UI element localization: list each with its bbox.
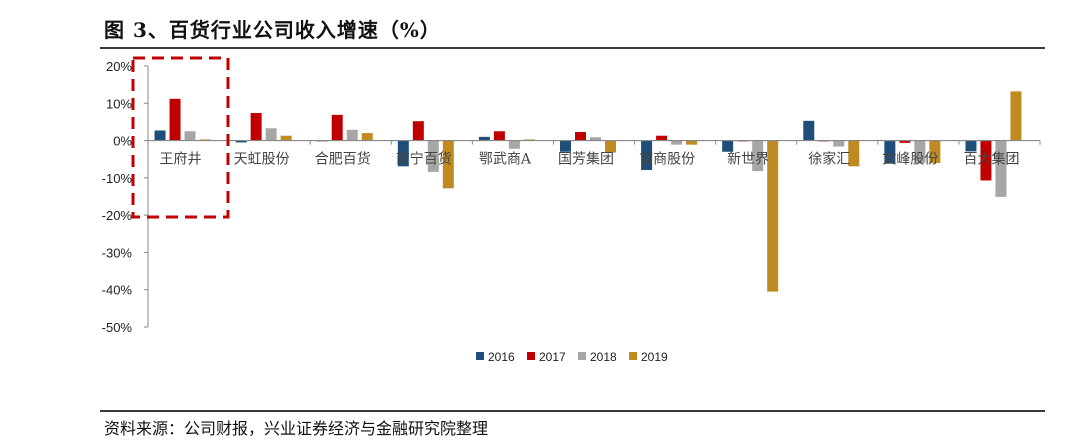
y-tick-label: 10%: [106, 96, 132, 111]
y-tick-label: -20%: [102, 208, 133, 223]
category-label: 文峰股份: [882, 152, 938, 168]
bar-2019-新世界: [767, 140, 779, 292]
bar-2016-百大集团: [965, 140, 977, 152]
legend-label: 2018: [590, 350, 617, 364]
bar-2018-新世界: [752, 140, 764, 172]
bar-2016-王府井: [154, 130, 166, 141]
legend-label: 2016: [488, 350, 515, 364]
bar-2017-首商股份: [656, 135, 668, 141]
y-tick-label: 0%: [113, 134, 132, 149]
bar-2019-首商股份: [686, 140, 698, 145]
source-rule: [100, 410, 1045, 412]
y-tick-label: 20%: [106, 59, 132, 74]
bar-2016-徐家汇: [803, 120, 815, 141]
bar-2019-国芳集团: [605, 140, 616, 153]
bar-2016-鄂武商A: [478, 136, 490, 141]
legend-swatch-2019: [629, 352, 637, 360]
bar-2018-南宁百货: [427, 140, 439, 172]
category-label: 合肥百货: [315, 151, 371, 168]
bar-2018-天虹股份: [265, 128, 277, 141]
bar-2018-文峰股份: [914, 140, 926, 163]
category-label: 徐家汇: [808, 151, 850, 168]
bar-2018-百大集团: [995, 140, 1007, 197]
bar-2018-国芳集团: [590, 137, 601, 141]
bar-2018-王府井: [184, 131, 196, 141]
y-tick-label: -30%: [102, 245, 133, 260]
legend-swatch-2018: [578, 352, 586, 360]
bar-2017-王府井: [169, 98, 181, 141]
highlight-box: [131, 56, 230, 219]
bar-2019-南宁百货: [442, 140, 454, 189]
legend-label: 2019: [641, 350, 668, 364]
bar-2016-天虹股份: [235, 140, 247, 143]
bar-2017-文峰股份: [899, 140, 911, 143]
bar-2017-国芳集团: [575, 131, 586, 141]
bar-2017-南宁百货: [412, 121, 424, 141]
category-label: 首商股份: [639, 152, 695, 168]
bar-2017-合肥百货: [331, 114, 343, 141]
bar-2018-合肥百货: [346, 129, 358, 141]
bar-2018-徐家汇: [833, 140, 845, 147]
bar-2019-合肥百货: [361, 133, 373, 141]
bar-2018-首商股份: [671, 140, 683, 145]
bar-2017-天虹股份: [250, 112, 262, 141]
title-rule: [100, 47, 1045, 49]
bar-2016-文峰股份: [884, 140, 896, 164]
y-tick-label: -50%: [102, 320, 133, 335]
bar-2017-鄂武商A: [493, 131, 505, 141]
bar-2016-首商股份: [641, 140, 653, 171]
y-tick-label: -40%: [102, 283, 133, 298]
figure-title: 图 3、百货行业公司收入增速（%）: [104, 18, 441, 42]
legend-swatch-2017: [527, 352, 535, 360]
category-label: 百大集团: [963, 151, 1019, 168]
bar-2019-文峰股份: [929, 140, 941, 163]
bar-2018-鄂武商A: [508, 140, 520, 149]
bar-2017-百大集团: [980, 140, 992, 181]
bar-2019-天虹股份: [280, 135, 292, 141]
legend-label: 2017: [539, 350, 566, 364]
category-label: 天虹股份: [234, 152, 290, 168]
category-label: 新世界: [727, 152, 769, 168]
source-note: 资料来源：公司财报，兴业证券经济与金融研究院整理: [104, 419, 489, 438]
bar-2019-徐家汇: [848, 140, 860, 167]
bar-2016-新世界: [722, 140, 734, 152]
bar-2016-南宁百货: [397, 140, 409, 167]
category-label: 南宁百货: [396, 151, 452, 168]
bar-2016-国芳集团: [560, 140, 571, 152]
y-tick-label: -10%: [102, 171, 133, 186]
legend-swatch-2016: [476, 352, 484, 360]
category-label: 王府井: [160, 152, 202, 168]
category-label: 鄂武商A: [479, 152, 532, 168]
category-label: 国芳集团: [558, 151, 614, 168]
bar-2019-百大集团: [1010, 91, 1022, 141]
